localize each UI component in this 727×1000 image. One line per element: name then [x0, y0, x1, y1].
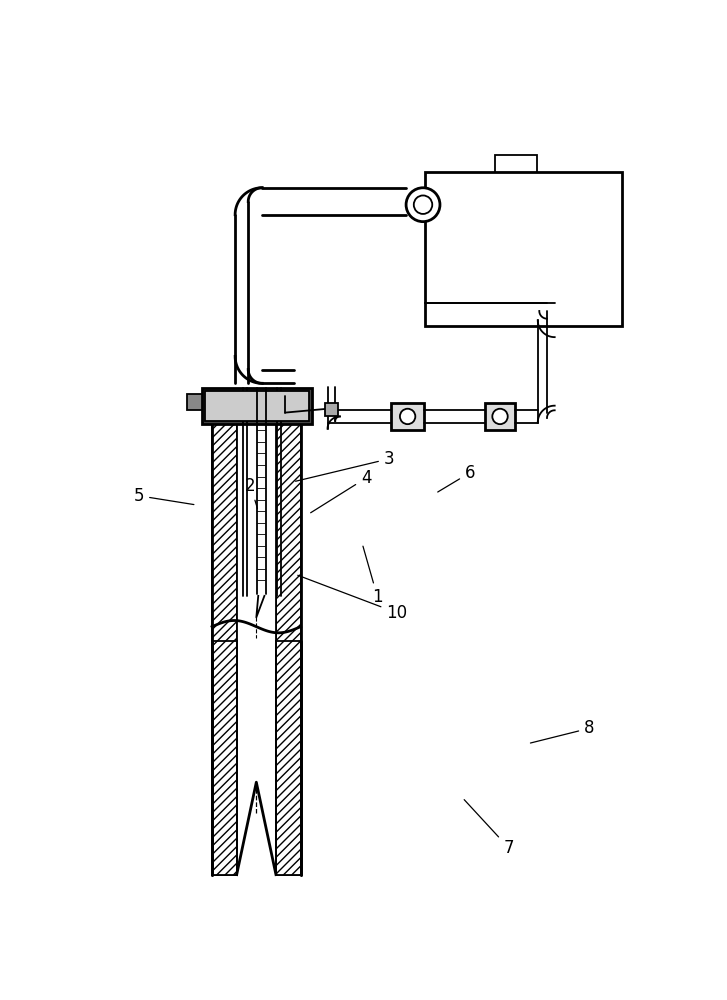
Text: 1: 1 — [363, 546, 383, 606]
Bar — [494, 155, 537, 172]
Text: 8: 8 — [531, 719, 595, 743]
Bar — [237, 641, 276, 875]
Bar — [202, 388, 312, 424]
Bar — [276, 641, 300, 875]
Bar — [276, 420, 300, 875]
Bar — [237, 420, 276, 875]
Text: 10: 10 — [298, 575, 407, 622]
Bar — [417, 191, 429, 219]
Text: 3: 3 — [296, 450, 395, 481]
Bar — [187, 394, 202, 410]
Bar — [205, 391, 309, 421]
Circle shape — [406, 188, 440, 222]
Text: 6: 6 — [438, 464, 475, 492]
Text: 7: 7 — [464, 800, 514, 857]
Bar — [391, 403, 424, 430]
Bar — [212, 641, 237, 875]
Text: 5: 5 — [134, 487, 194, 505]
Text: 4: 4 — [310, 469, 371, 513]
Circle shape — [492, 409, 507, 424]
Bar — [425, 172, 622, 326]
Circle shape — [400, 409, 415, 424]
Circle shape — [414, 195, 433, 214]
Text: 2: 2 — [245, 477, 257, 508]
Bar — [325, 403, 337, 416]
Bar — [486, 403, 515, 430]
Bar — [212, 420, 237, 875]
